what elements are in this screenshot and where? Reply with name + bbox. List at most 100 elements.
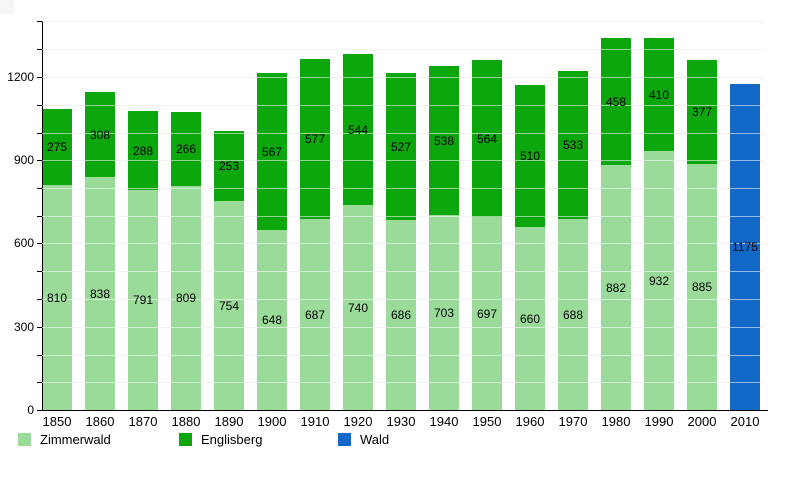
x-axis-label: 1920	[343, 414, 373, 429]
legend-item-englisberg: Englisberg	[179, 432, 262, 447]
bar-value-label: 266	[175, 142, 197, 156]
y-axis-label: 300	[13, 320, 34, 334]
gridline-overlay	[42, 77, 765, 78]
bar-value-label: 410	[648, 88, 670, 102]
bar-value-label: 648	[261, 313, 283, 327]
y-axis-tick	[37, 21, 42, 22]
bar-value-label: 809	[175, 291, 197, 305]
bar-value-label: 688	[562, 308, 584, 322]
legend-label-zimmerwald: Zimmerwald	[40, 432, 111, 447]
bar-value-label: 932	[648, 274, 670, 288]
y-axis-tick	[37, 105, 42, 106]
x-axis-label: 1940	[429, 414, 459, 429]
bar-segment-zimmerwald-1920	[343, 205, 373, 410]
legend-label-englisberg: Englisberg	[201, 432, 263, 447]
gridline-overlay	[42, 105, 765, 106]
bar-value-label: 885	[691, 280, 713, 294]
x-axis-line	[42, 410, 768, 411]
corner-artifact	[0, 0, 14, 14]
y-axis-tick	[37, 160, 42, 161]
bar-value-label: 577	[304, 132, 326, 146]
bar-segment-englisberg-1920	[343, 54, 373, 205]
gridline-overlay	[42, 299, 765, 300]
bar-segment-englisberg-1890	[214, 131, 244, 201]
x-axis-label: 1890	[214, 414, 244, 429]
bar-segment-englisberg-1960	[515, 85, 545, 227]
x-axis-label: 2010	[730, 414, 760, 429]
bar-value-label: 810	[46, 291, 68, 305]
bar-value-label: 538	[433, 134, 455, 148]
y-axis-tick	[37, 327, 42, 328]
legend-item-wald: Wald	[338, 432, 389, 447]
bar-segment-zimmerwald-1930	[386, 220, 416, 410]
bar-value-label: 687	[304, 308, 326, 322]
bar-segment-zimmerwald-1960	[515, 227, 545, 410]
y-axis-tick	[37, 243, 42, 244]
y-axis-tick	[37, 49, 42, 50]
gridline-overlay	[42, 188, 765, 189]
gridline-overlay	[42, 243, 765, 244]
x-axis-label: 1950	[472, 414, 502, 429]
bar-segment-englisberg-1900	[257, 73, 287, 230]
x-axis-label: 1930	[386, 414, 416, 429]
y-axis-tick	[37, 216, 42, 217]
x-axis-label: 1850	[42, 414, 72, 429]
bar-segment-zimmerwald-1910	[300, 219, 330, 410]
y-axis-tick	[37, 410, 42, 411]
x-axis-label: 1970	[558, 414, 588, 429]
bar-value-label: 686	[390, 308, 412, 322]
bar-segment-zimmerwald-1860	[85, 177, 115, 410]
bar-value-label: 660	[519, 312, 541, 326]
bar-value-label: 510	[519, 149, 541, 163]
gridline-overlay	[42, 21, 765, 22]
bar-segment-zimmerwald-1890	[214, 201, 244, 410]
bar-value-label: 275	[46, 140, 68, 154]
wald-swatch-icon	[338, 433, 351, 446]
bar-segment-zimmerwald-1940	[429, 215, 459, 410]
x-axis-label: 1980	[601, 414, 631, 429]
bar-segment-englisberg-1980	[601, 38, 631, 165]
bar-value-label: 791	[132, 293, 154, 307]
x-axis-label: 1960	[515, 414, 545, 429]
x-axis-label: 1910	[300, 414, 330, 429]
bar-segment-englisberg-1970	[558, 71, 588, 219]
bar-segment-zimmerwald-1850	[42, 185, 72, 410]
bar-segment-englisberg-1870	[128, 111, 158, 190]
gridline-overlay	[42, 49, 765, 50]
bar-value-label: 703	[433, 306, 455, 320]
x-axis-label: 1990	[644, 414, 674, 429]
gridline-overlay	[42, 160, 765, 161]
bar-value-label: 308	[89, 128, 111, 142]
y-axis-label: 1200	[7, 70, 34, 84]
bar-value-label: 458	[605, 95, 627, 109]
gridline-overlay	[42, 355, 765, 356]
bar-segment-zimmerwald-1950	[472, 217, 502, 410]
bar-value-label: 740	[347, 301, 369, 315]
legend-item-zimmerwald: Zimmerwald	[18, 432, 111, 447]
x-axis-label: 1860	[85, 414, 115, 429]
bar-value-label: 533	[562, 138, 584, 152]
y-axis-tick	[37, 382, 42, 383]
y-axis-tick	[37, 188, 42, 189]
x-axis-label: 2000	[687, 414, 717, 429]
bar-segment-zimmerwald-1990	[644, 151, 674, 410]
x-axis-label: 1870	[128, 414, 158, 429]
bar-value-label: 288	[132, 144, 154, 158]
y-axis-label: 900	[13, 153, 34, 167]
zimmerwald-swatch-icon	[18, 433, 31, 446]
gridline-overlay	[42, 271, 765, 272]
bar-segment-englisberg-1990	[644, 38, 674, 151]
bar-value-label: 567	[261, 145, 283, 159]
bar-segment-zimmerwald-2000	[687, 164, 717, 410]
y-axis-tick	[37, 133, 42, 134]
y-axis-tick	[37, 355, 42, 356]
bar-segment-englisberg-1860	[85, 92, 115, 177]
x-axis-label: 1900	[257, 414, 287, 429]
y-axis-line	[42, 21, 43, 410]
bar-value-label: 564	[476, 132, 498, 146]
y-axis-tick	[37, 299, 42, 300]
bar-value-label: 544	[347, 123, 369, 137]
bar-value-label: 838	[89, 287, 111, 301]
bar-value-label: 1175	[732, 240, 758, 254]
